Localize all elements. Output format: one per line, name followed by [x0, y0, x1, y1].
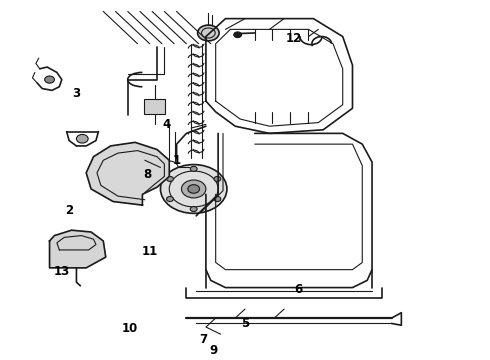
- Polygon shape: [86, 142, 169, 205]
- Circle shape: [181, 180, 206, 198]
- Text: 6: 6: [294, 283, 303, 296]
- Text: 11: 11: [142, 245, 158, 258]
- Polygon shape: [49, 230, 106, 268]
- Text: 9: 9: [209, 344, 218, 357]
- Circle shape: [76, 134, 88, 143]
- Text: 2: 2: [65, 204, 73, 217]
- Circle shape: [188, 185, 199, 193]
- Circle shape: [160, 165, 227, 213]
- Text: 5: 5: [241, 317, 249, 330]
- Circle shape: [197, 25, 219, 41]
- Circle shape: [167, 176, 173, 181]
- Circle shape: [190, 166, 197, 171]
- Circle shape: [214, 176, 221, 181]
- Text: 13: 13: [53, 265, 70, 278]
- FancyBboxPatch shape: [144, 99, 165, 114]
- Circle shape: [45, 76, 54, 83]
- Circle shape: [234, 32, 242, 38]
- Text: 3: 3: [73, 87, 80, 100]
- Text: 4: 4: [163, 118, 171, 131]
- Text: 1: 1: [172, 154, 181, 167]
- Circle shape: [190, 207, 197, 212]
- Circle shape: [214, 197, 221, 202]
- Text: 10: 10: [122, 322, 138, 335]
- Text: 7: 7: [199, 333, 208, 346]
- Circle shape: [167, 197, 173, 202]
- Text: 12: 12: [286, 32, 302, 45]
- Text: 8: 8: [143, 168, 151, 181]
